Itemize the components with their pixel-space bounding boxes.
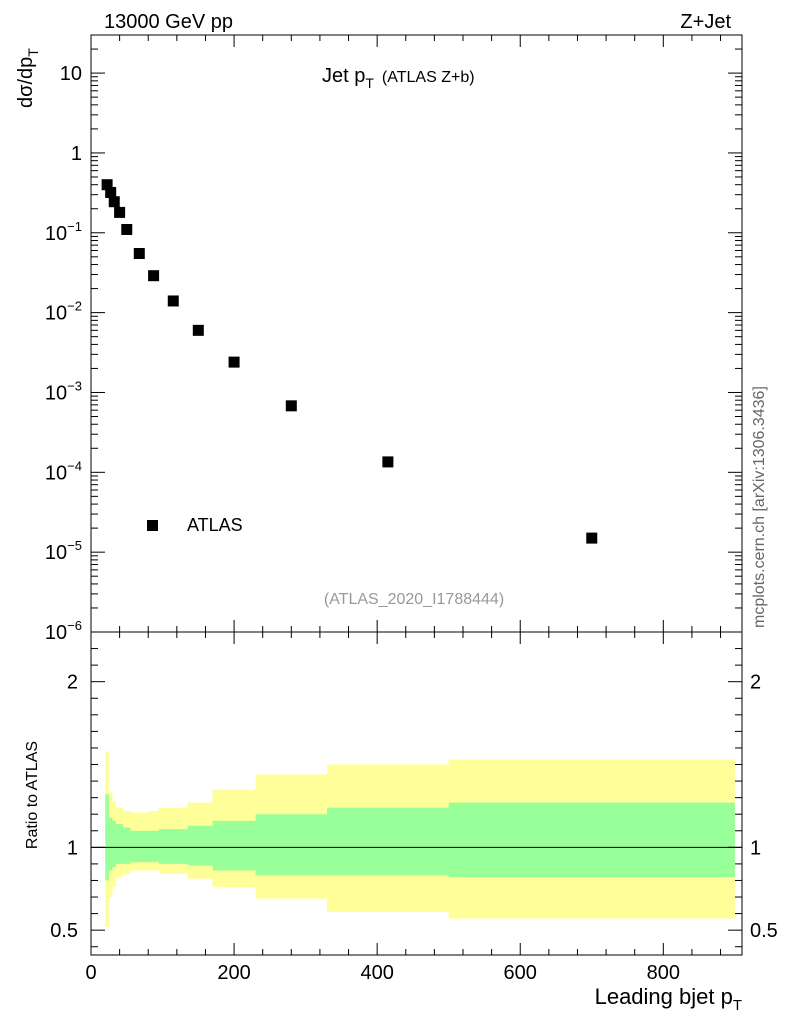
legend-label: ATLAS <box>187 515 243 535</box>
upper-title-extra: (ATLAS Z+b) <box>382 69 475 86</box>
x-tick-label: 800 <box>647 962 680 984</box>
upper-title-sub: T <box>365 75 374 91</box>
upper-ylabel-main: dσ/dp <box>15 57 37 108</box>
upper-panel: 10 1 10−1 10−2 10−3 10−4 10−5 10−6 <box>45 34 743 644</box>
y-tick-label: 10−2 <box>45 299 82 325</box>
analysis-annotation: (ATLAS_2020_I1788444) <box>324 591 504 608</box>
y-tick-label: 10−4 <box>45 458 82 484</box>
lower-panel: 0 200 400 600 800 0.5 0.5 1 1 2 2 <box>50 35 778 984</box>
y-tick-label: 10−5 <box>45 538 82 564</box>
y-tick-label: 1 <box>71 143 82 165</box>
x-tick-label: 0 <box>85 962 96 984</box>
lower-ylabel: Ratio to ATLAS <box>24 741 41 849</box>
data-point <box>167 295 179 307</box>
upper-ylabel-sub: T <box>25 48 41 57</box>
ratio-tick-label-left: 2 <box>67 672 78 694</box>
ratio-tick-label-right: 0.5 <box>750 920 778 942</box>
lower-xlabel-main: Leading bjet p <box>595 984 733 1009</box>
x-tick-label: 600 <box>504 962 537 984</box>
ratio-tick-label-right: 2 <box>750 672 761 694</box>
data-point <box>382 456 394 468</box>
upper-frame <box>90 34 743 633</box>
lower-xlabel: Leading bjet pT <box>595 984 742 1014</box>
y-tick-label: 10−1 <box>45 219 82 245</box>
x-tick-label: 400 <box>360 962 393 984</box>
y-tick-label: 10 <box>60 63 82 85</box>
data-point <box>586 532 598 544</box>
y-tick-label: 10−3 <box>45 378 82 404</box>
inner-uncertainty-band <box>105 794 735 881</box>
lower-xlabel-sub: T <box>733 997 742 1014</box>
y-tick-label: 10−6 <box>45 618 82 644</box>
legend-marker <box>147 520 158 531</box>
ratio-tick-label-left: 0.5 <box>50 920 78 942</box>
upper-ylabel: dσ/dpT <box>15 48 41 108</box>
data-point <box>105 186 117 198</box>
ratio-tick-label-right: 1 <box>750 837 761 859</box>
data-point <box>148 270 160 282</box>
data-point <box>228 356 240 368</box>
lower-frame <box>90 631 743 956</box>
data-point <box>101 179 113 191</box>
x-tick-label: 200 <box>217 962 250 984</box>
upper-title: Jet pT (ATLAS Z+b) <box>322 65 475 91</box>
upper-title-main: Jet p <box>322 65 365 87</box>
data-point <box>121 223 133 235</box>
data-point <box>114 206 126 218</box>
data-point <box>133 248 145 260</box>
ratio-tick-label-left: 1 <box>67 837 78 859</box>
data-point <box>192 324 204 336</box>
header-right: Z+Jet <box>680 11 731 33</box>
header-left: 13000 GeV pp <box>104 11 233 33</box>
side-label: mcplots.cern.ch [arXiv:1306.3436] <box>751 386 768 628</box>
data-point <box>108 196 120 208</box>
data-point <box>285 400 297 412</box>
